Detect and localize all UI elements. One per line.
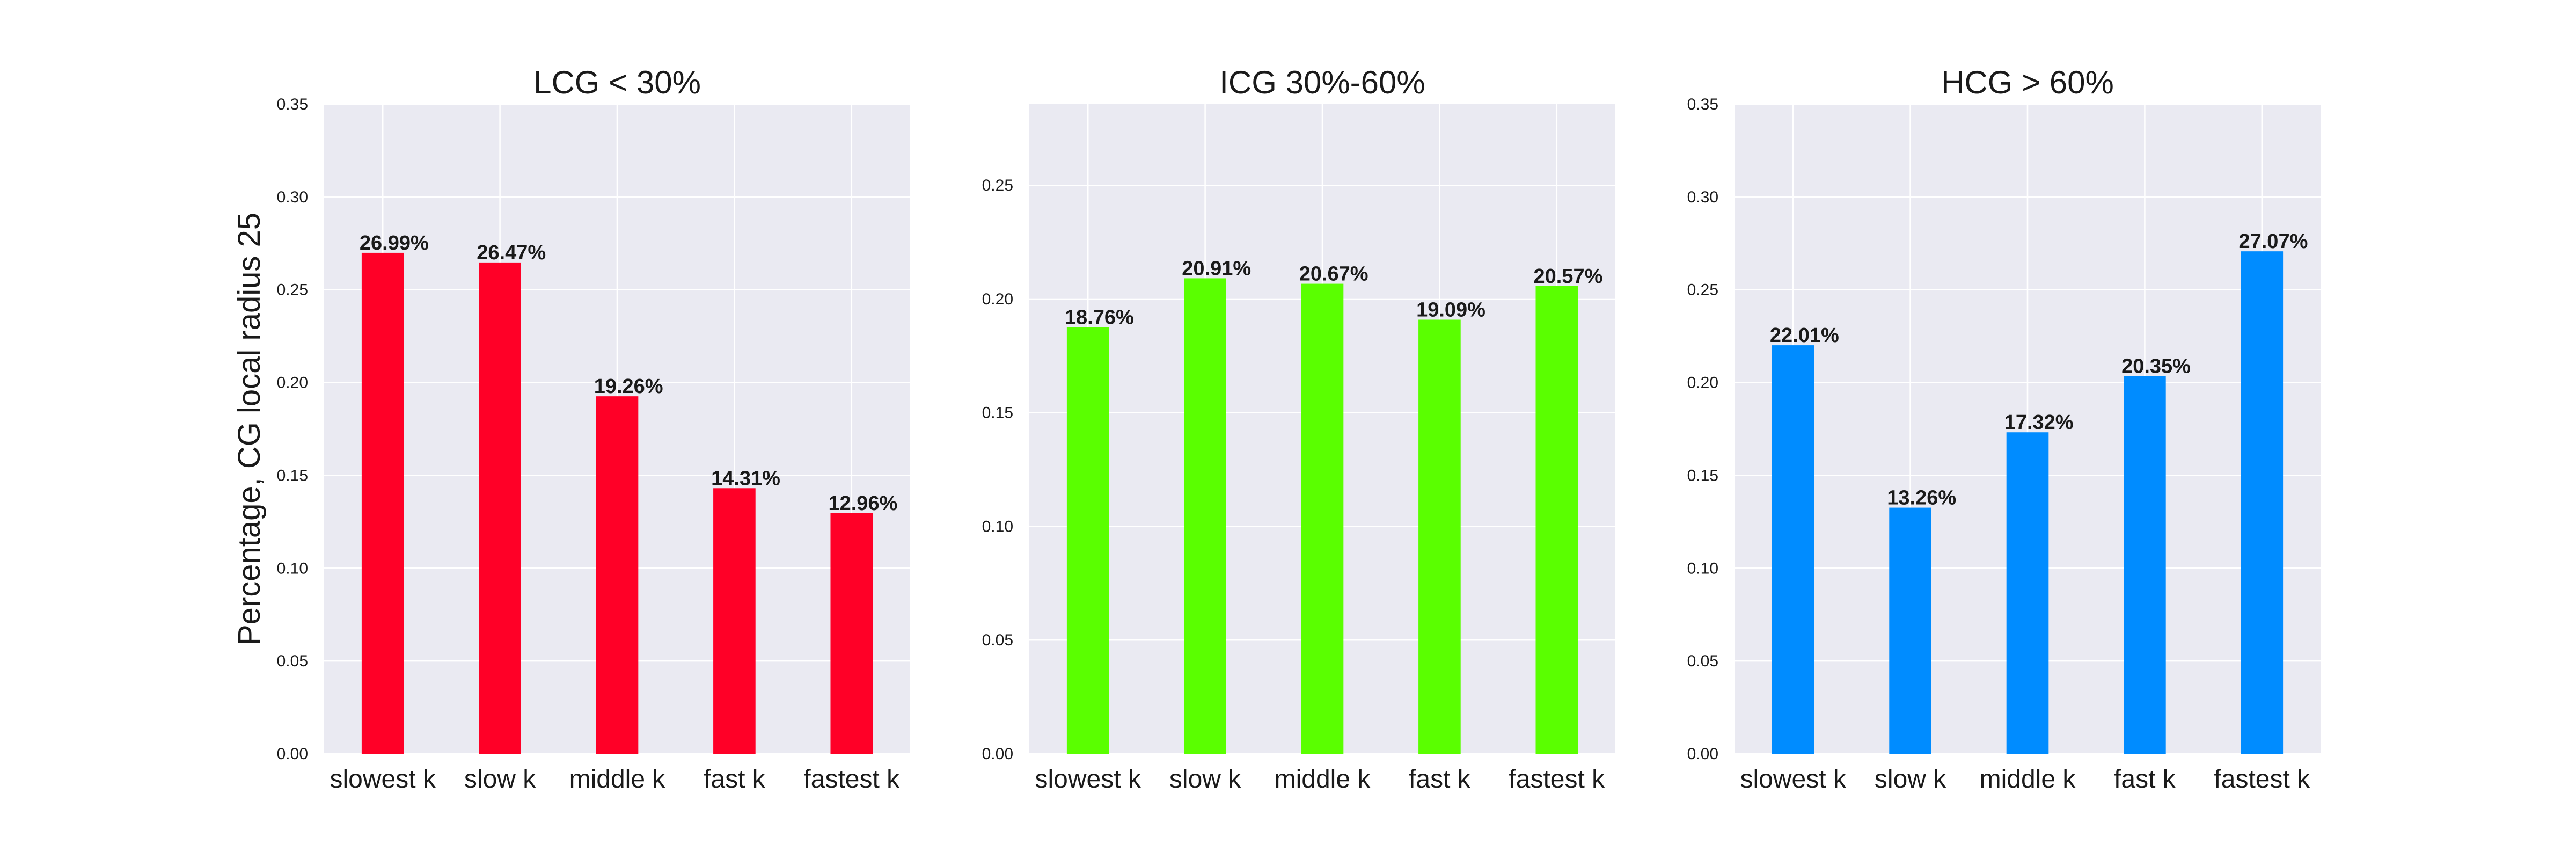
bar [596, 396, 639, 754]
y-tick-label: 0.20 [277, 374, 308, 392]
y-tick-label: 0.25 [982, 177, 1013, 194]
y-tick-label: 0.20 [982, 290, 1013, 308]
x-tick-label: slow k [464, 765, 536, 794]
bar-data-label: 17.32% [2004, 411, 2074, 434]
x-tick-label: fast k [1409, 765, 1471, 794]
y-tick-label: 0.05 [1687, 652, 1718, 670]
bar [1889, 507, 1931, 754]
y-axis-label: Percentage, CG local radius 25 [232, 213, 267, 645]
x-tick-label: slowest k [1740, 765, 1847, 794]
bar-data-label: 22.01% [1770, 324, 1839, 347]
bar-data-label: 20.35% [2121, 355, 2191, 377]
y-tick-label: 0.00 [982, 745, 1013, 763]
x-tick-label: fast k [704, 765, 766, 794]
bar [830, 513, 873, 754]
x-tick-label: slowest k [1035, 765, 1141, 794]
bar [361, 252, 404, 754]
bar-data-label: 19.26% [594, 375, 663, 398]
y-tick-label: 0.00 [277, 745, 308, 763]
bar [2124, 376, 2166, 754]
y-tick-label: 0.10 [982, 518, 1013, 535]
bar [1184, 278, 1226, 754]
bar [1418, 319, 1461, 754]
x-tick-label: middle k [569, 765, 666, 794]
bar [1066, 327, 1109, 754]
y-tick-label: 0.15 [277, 467, 308, 484]
bar [1535, 286, 1578, 754]
chart-panel-1: 26.99% 26.47% 19.26% 14.31% 12.96% 0.00 0.05 0.… [232, 64, 910, 794]
y-tick-label: 0.15 [982, 404, 1013, 422]
x-tick-label: slow k [1169, 765, 1241, 794]
x-tick-label: slowest k [330, 765, 436, 794]
y-tick-label: 0.35 [1687, 96, 1718, 113]
bar [2241, 251, 2284, 754]
bar [713, 488, 756, 754]
x-tick-label: slow k [1875, 765, 1946, 794]
y-tick-label: 0.30 [1687, 188, 1718, 206]
bar-data-label: 13.26% [1887, 487, 1956, 509]
y-tick-label: 0.35 [277, 96, 308, 113]
y-tick-label: 0.25 [1687, 281, 1718, 299]
x-tick-label: fastest k [1509, 765, 1605, 794]
y-tick-label: 0.15 [1687, 467, 1718, 484]
y-tick-label: 0.05 [982, 631, 1013, 649]
bar-data-label: 18.76% [1065, 306, 1134, 329]
bar [479, 262, 521, 754]
x-tick-label: fastest k [803, 765, 900, 794]
y-tick-label: 0.20 [1687, 374, 1718, 392]
bar-data-label: 26.99% [360, 232, 429, 254]
x-tick-label: middle k [1980, 765, 2076, 794]
y-tick-label: 0.05 [277, 652, 308, 670]
chart-panel-3: 22.01% 13.26% 17.32% 20.35% 27.07% 0.00 0.05 0.… [1687, 64, 2321, 794]
bar-data-label: 20.91% [1182, 257, 1251, 280]
bar-data-label: 26.47% [477, 242, 546, 264]
chart-title: LCG < 30% [533, 64, 701, 100]
y-tick-label: 0.10 [277, 559, 308, 577]
y-tick-label: 0.10 [1687, 559, 1718, 577]
chart-title: ICG 30%-60% [1219, 64, 1425, 100]
x-tick-label: fastest k [2214, 765, 2310, 794]
bar [1772, 345, 1814, 754]
bar-data-label: 27.07% [2238, 230, 2308, 253]
y-tick-label: 0.30 [277, 188, 308, 206]
x-tick-label: middle k [1275, 765, 1371, 794]
bar-data-label: 14.31% [711, 467, 780, 490]
bar-data-label: 20.57% [1533, 265, 1602, 288]
chart-title: HCG > 60% [1941, 64, 2114, 100]
bar [1301, 283, 1344, 754]
bar-data-label: 20.67% [1299, 263, 1368, 286]
y-tick-label: 0.25 [277, 281, 308, 299]
x-tick-label: fast k [2114, 765, 2176, 794]
bar [2006, 432, 2049, 754]
y-tick-label: 0.00 [1687, 745, 1718, 763]
bar-data-label: 12.96% [828, 492, 897, 515]
chart-panel-2: 18.76% 20.91% 20.67% 19.09% 20.57% 0.00 0.05 0.… [982, 64, 1615, 794]
bar-data-label: 19.09% [1416, 299, 1485, 321]
